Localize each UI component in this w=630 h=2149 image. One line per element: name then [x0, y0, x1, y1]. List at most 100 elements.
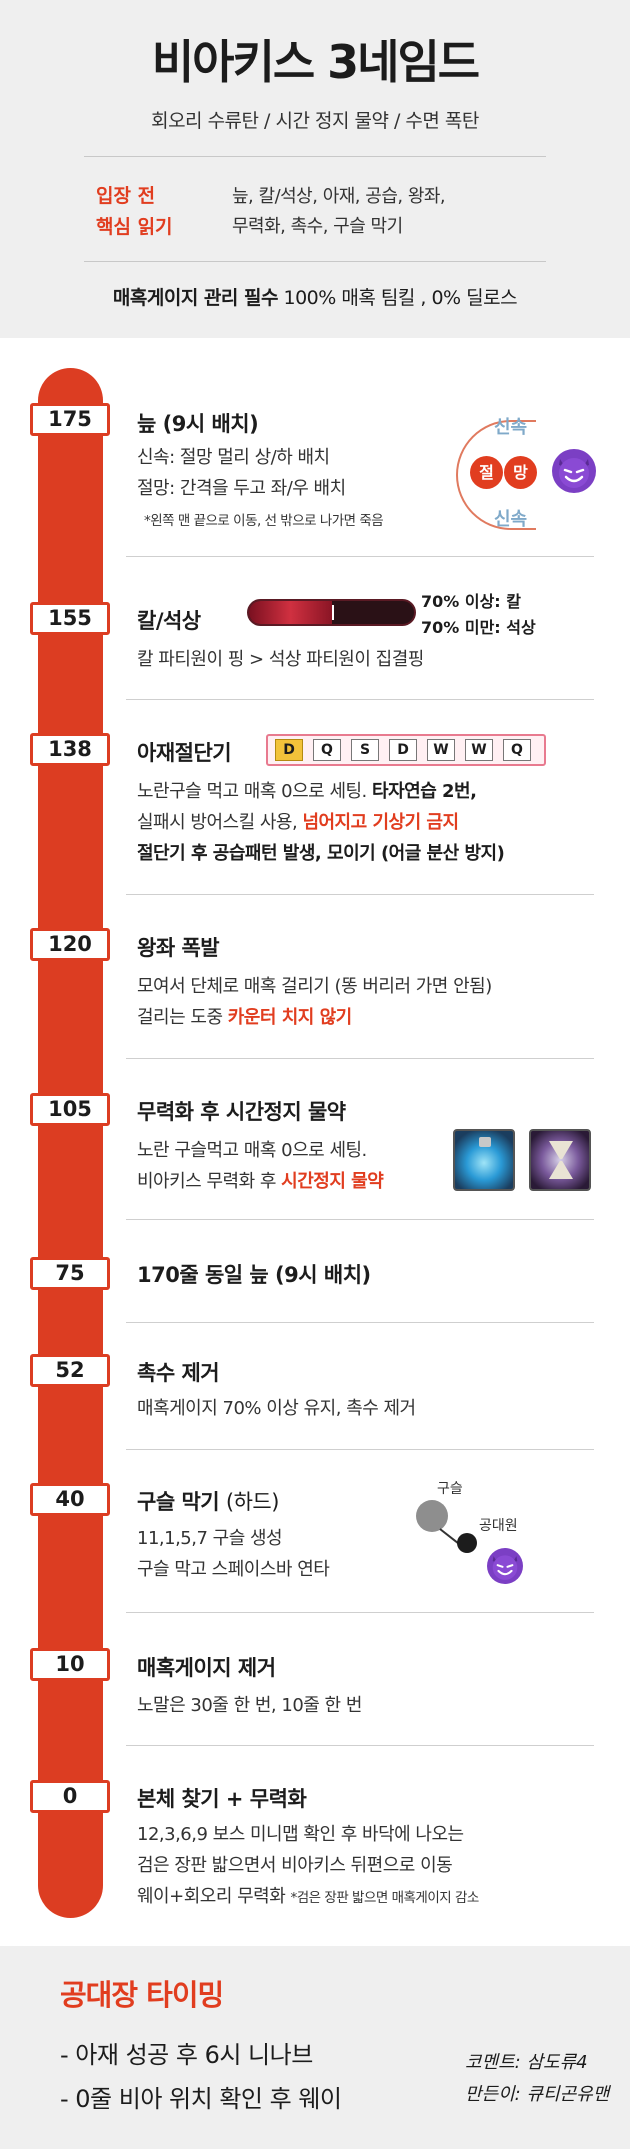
raid-member-label: 공대원 [479, 1518, 518, 1534]
whirlwind-grenade-icon [453, 1129, 515, 1191]
gauge-threshold-high: 70% 이상: 칼 [421, 592, 521, 611]
despair-pill-2: 망 [504, 456, 537, 489]
text-part: 웨이+회오리 무력화 [137, 1886, 291, 1907]
pattern-title: 왕좌 폭발 [137, 936, 220, 960]
despair-pill-1: 절 [470, 456, 503, 489]
hp-marker-105: 105 [30, 1093, 110, 1126]
text-part: 비아키스 무력화 후 [137, 1171, 282, 1192]
warning-text: 넘어지고 기상기 금지 [302, 812, 459, 833]
leader-timing-item: - 0줄 비아 위치 확인 후 웨이 [60, 2085, 342, 2113]
section-divider [126, 1219, 594, 1220]
pattern-title: 아재절단기 [137, 741, 232, 765]
page-title: 비아키스 3네임드 [151, 35, 480, 89]
text-part: 걸리는 도중 [137, 1007, 228, 1028]
orb-label: 구슬 [437, 1481, 463, 1497]
credit-comment: 코멘트: 삼도류4 [465, 2052, 588, 2073]
text-emphasis: 절단기 후 공습패턴 발생, 모이기 (어글 분산 방지) [137, 843, 505, 864]
devil-icon [552, 449, 596, 493]
pattern-line: 칼 파티원이 핑 > 석상 파티원이 집결핑 [137, 649, 424, 670]
gauge-note: 매혹게이지 관리 필수 100% 매혹 팀킬 , 0% 딜로스 [0, 283, 630, 310]
pattern-line: 매혹게이지 70% 이상 유지, 촉수 제거 [137, 1398, 416, 1419]
pattern-line: 신속: 절망 멀리 상/하 배치 [137, 447, 330, 468]
pattern-note: *왼쪽 맨 끝으로 이동, 선 밖으로 나가면 죽음 [144, 513, 384, 529]
key-cap: D [389, 739, 417, 761]
devil-icon [487, 1548, 523, 1584]
key-cap: W [465, 739, 493, 761]
charm-gauge-marker [331, 605, 334, 620]
hp-marker-40: 40 [30, 1483, 110, 1516]
divider [84, 261, 546, 262]
pre-read-text-2: 무력화, 촉수, 구슬 막기 [232, 216, 403, 237]
pattern-title: 늪 (9시 배치) [137, 412, 259, 436]
warning-text: 카운터 치지 않기 [227, 1007, 352, 1028]
title-main: 구슬 막기 [137, 1490, 226, 1514]
hp-marker-155: 155 [30, 602, 110, 635]
hp-marker-120: 120 [30, 928, 110, 961]
pattern-line: 구슬 막고 스페이스바 연타 [137, 1559, 330, 1580]
warning-text: 시간정지 물약 [281, 1171, 384, 1192]
pattern-line: 절망: 간격을 두고 좌/우 배치 [137, 478, 346, 499]
hp-marker-75: 75 [30, 1257, 110, 1290]
leader-timing-title: 공대장 타이밍 [60, 1978, 224, 2012]
pattern-line: 노말은 30줄 한 번, 10줄 한 번 [137, 1695, 362, 1716]
key-cap: S [351, 739, 379, 761]
pattern-line: 절단기 후 공습패턴 발생, 모이기 (어글 분산 방지) [137, 839, 505, 865]
pattern-title: 구슬 막기 (하드) [137, 1486, 279, 1516]
credit-author: 만든이: 큐티곤유맨 [465, 2084, 610, 2105]
gauge-threshold-low: 70% 미만: 석상 [421, 618, 536, 637]
key-cap: Q [503, 739, 531, 761]
speed-label-top: 신속 [494, 417, 528, 438]
pattern-line: 11,1,5,7 구슬 생성 [137, 1528, 283, 1549]
section-divider [126, 699, 594, 700]
hp-marker-0: 0 [30, 1780, 110, 1813]
pre-read-label-1: 입장 전 [96, 185, 156, 207]
text-part: 실패시 방어스킬 사용, [137, 812, 303, 833]
key-cap: Q [313, 739, 341, 761]
section-divider [126, 1058, 594, 1059]
pattern-line: 모여서 단체로 매혹 걸리기 (똥 버리러 가면 안됨) [137, 976, 492, 997]
gauge-note-bold: 매혹게이지 관리 필수 [112, 287, 279, 309]
pattern-line: 걸리는 도중 카운터 치지 않기 [137, 1003, 352, 1029]
pattern-title: 촉수 제거 [137, 1361, 220, 1385]
pattern-title: 본체 찾기 + 무력화 [137, 1787, 307, 1811]
key-cap: W [427, 739, 455, 761]
hp-marker-175: 175 [30, 403, 110, 436]
key-cap: D [275, 739, 303, 761]
section-divider [126, 556, 594, 557]
speed-label-bottom: 신속 [494, 509, 528, 530]
pattern-line: 노란 구슬먹고 매혹 0으로 세팅. [137, 1140, 367, 1161]
pattern-line: 실패시 방어스킬 사용, 넘어지고 기상기 금지 [137, 808, 459, 834]
hp-marker-10: 10 [30, 1648, 110, 1681]
pattern-line: 12,3,6,9 보스 미니맵 확인 후 바닥에 나오는 [137, 1824, 464, 1845]
page-subtitle: 회오리 수류탄 / 시간 정지 물약 / 수면 폭탄 [151, 110, 479, 132]
section-divider [126, 1449, 594, 1450]
footer-section [0, 1946, 630, 2149]
hp-marker-52: 52 [30, 1354, 110, 1387]
timeline-bar [38, 368, 103, 1918]
pattern-line: 노란구슬 먹고 매혹 0으로 세팅. 타자연습 2번, [137, 777, 477, 803]
charm-gauge-bar [247, 599, 416, 626]
orb-icon [416, 1500, 448, 1532]
pre-read-label-2: 핵심 읽기 [96, 216, 173, 238]
pattern-note: *검은 장판 밟으면 매혹게이지 감소 [290, 1890, 480, 1906]
pattern-line: 비아키스 무력화 후 시간정지 물약 [137, 1167, 384, 1193]
pattern-title: 무력화 후 시간정지 물약 [137, 1100, 346, 1124]
divider [84, 156, 546, 157]
typing-keys-strip: D Q S D W W Q [266, 734, 546, 766]
title-difficulty: (하드) [225, 1490, 280, 1514]
hourglass-potion-icon [529, 1129, 591, 1191]
pattern-line: 웨이+회오리 무력화 *검은 장판 밟으면 매혹게이지 감소 [137, 1882, 479, 1908]
header-section [0, 0, 630, 338]
section-divider [126, 1322, 594, 1323]
leader-timing-item: - 아재 성공 후 6시 니나브 [60, 2041, 313, 2069]
gauge-note-rest: 100% 매혹 팀킬 , 0% 딜로스 [277, 287, 518, 309]
charm-gauge-fill [249, 601, 332, 624]
pattern-title: 170줄 동일 늪 (9시 배치) [137, 1263, 371, 1287]
pattern-title: 매혹게이지 제거 [137, 1656, 276, 1680]
section-divider [126, 1612, 594, 1613]
text-emphasis: 타자연습 2번, [372, 781, 477, 802]
blocker-dot-icon [457, 1533, 477, 1553]
text-part: 노란구슬 먹고 매혹 0으로 세팅. [137, 781, 373, 802]
pre-read-text-1: 늪, 칼/석상, 아재, 공습, 왕좌, [232, 186, 446, 207]
pattern-line: 검은 장판 밟으면서 비아키스 뒤편으로 이동 [137, 1855, 453, 1876]
